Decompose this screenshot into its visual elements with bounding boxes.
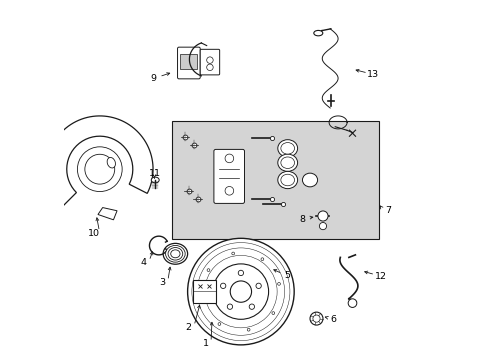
Ellipse shape bbox=[168, 248, 183, 260]
Bar bbox=[193, 280, 215, 303]
Circle shape bbox=[207, 269, 209, 271]
Ellipse shape bbox=[165, 246, 185, 262]
Circle shape bbox=[220, 283, 225, 288]
Circle shape bbox=[224, 154, 233, 163]
Ellipse shape bbox=[277, 154, 297, 171]
Ellipse shape bbox=[151, 177, 159, 183]
FancyBboxPatch shape bbox=[200, 49, 219, 75]
Circle shape bbox=[319, 222, 326, 230]
Circle shape bbox=[277, 283, 280, 285]
Text: 4: 4 bbox=[141, 258, 146, 267]
Text: 13: 13 bbox=[366, 71, 379, 79]
Circle shape bbox=[230, 281, 251, 302]
Circle shape bbox=[312, 315, 320, 322]
Circle shape bbox=[317, 211, 327, 221]
Bar bbox=[172, 121, 379, 239]
Circle shape bbox=[213, 264, 268, 319]
Circle shape bbox=[238, 270, 243, 276]
Ellipse shape bbox=[170, 250, 180, 258]
Text: 9: 9 bbox=[150, 74, 157, 83]
Circle shape bbox=[187, 238, 294, 345]
Circle shape bbox=[227, 304, 232, 309]
Ellipse shape bbox=[277, 171, 297, 189]
Circle shape bbox=[271, 312, 274, 315]
Circle shape bbox=[206, 64, 213, 71]
Ellipse shape bbox=[280, 143, 294, 154]
Ellipse shape bbox=[277, 140, 297, 157]
Circle shape bbox=[224, 186, 233, 195]
Circle shape bbox=[261, 258, 263, 261]
Ellipse shape bbox=[313, 31, 322, 36]
FancyBboxPatch shape bbox=[177, 47, 200, 79]
Text: 10: 10 bbox=[88, 229, 100, 238]
Circle shape bbox=[247, 328, 249, 331]
Circle shape bbox=[347, 299, 356, 307]
Circle shape bbox=[309, 312, 322, 325]
Text: 5: 5 bbox=[284, 271, 290, 280]
Text: 6: 6 bbox=[330, 315, 336, 324]
Ellipse shape bbox=[163, 243, 187, 264]
Text: 1: 1 bbox=[202, 339, 208, 348]
Ellipse shape bbox=[280, 174, 294, 186]
Circle shape bbox=[201, 298, 204, 301]
Polygon shape bbox=[46, 116, 153, 207]
Text: 12: 12 bbox=[374, 272, 386, 281]
Circle shape bbox=[206, 57, 213, 63]
Polygon shape bbox=[98, 208, 117, 220]
FancyBboxPatch shape bbox=[179, 54, 197, 69]
Text: 7: 7 bbox=[384, 206, 390, 215]
Text: 11: 11 bbox=[148, 169, 160, 178]
Ellipse shape bbox=[107, 157, 115, 168]
Text: 3: 3 bbox=[159, 278, 165, 287]
Circle shape bbox=[249, 304, 254, 309]
Circle shape bbox=[231, 252, 234, 255]
Circle shape bbox=[255, 283, 261, 288]
FancyBboxPatch shape bbox=[213, 149, 244, 203]
Circle shape bbox=[218, 323, 221, 325]
Ellipse shape bbox=[280, 157, 294, 168]
Text: 8: 8 bbox=[299, 215, 305, 224]
Ellipse shape bbox=[302, 173, 317, 187]
Text: 2: 2 bbox=[185, 323, 191, 332]
